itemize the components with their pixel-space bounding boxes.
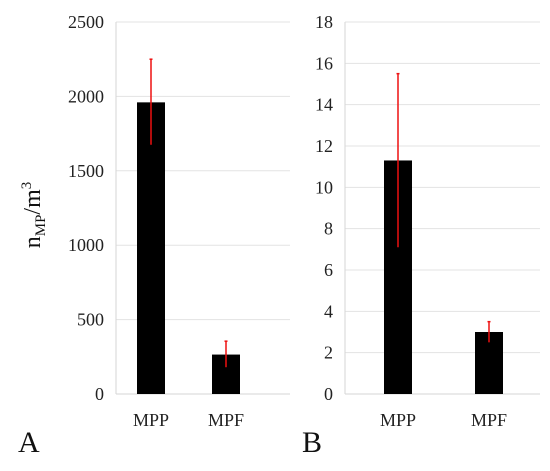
x-tick-label: MPP: [133, 410, 169, 430]
panel-label-b: B: [302, 426, 322, 459]
x-tick-label: MPF: [471, 410, 507, 430]
y-tick-label: 10: [315, 177, 333, 197]
y-tick-label: 6: [324, 260, 333, 280]
panel-label-a: A: [18, 426, 40, 459]
chart-panel-a: 0 500 1000 1500 2000 2500 MPP MPF: [68, 12, 290, 430]
y-tick-label: 2: [324, 343, 333, 363]
y-tick-label: 8: [324, 219, 333, 239]
y-axis-label: nMP/m3: [19, 182, 49, 249]
y-tick-label: 16: [315, 53, 333, 73]
chart-panel-b: 0 2 4 6 8 10 12 14 16 18 MPP MPF: [315, 12, 540, 430]
x-tick-label: MPF: [208, 410, 244, 430]
y-tick-label: 4: [324, 301, 333, 321]
y-tick-label: 2500: [68, 12, 104, 32]
y-tick-label: 12: [315, 136, 333, 156]
y-tick-label: 1500: [68, 161, 104, 181]
y-tick-label: 1000: [68, 235, 104, 255]
x-tick-label: MPP: [380, 410, 416, 430]
bar-mpp: [137, 102, 165, 395]
y-tick-label: 0: [324, 384, 333, 404]
y-tick-label: 18: [315, 12, 333, 32]
y-tick-label: 14: [315, 95, 333, 115]
y-tick-label: 0: [95, 384, 104, 404]
y-tick-label: 2000: [68, 86, 104, 106]
y-tick-label: 500: [77, 310, 104, 330]
